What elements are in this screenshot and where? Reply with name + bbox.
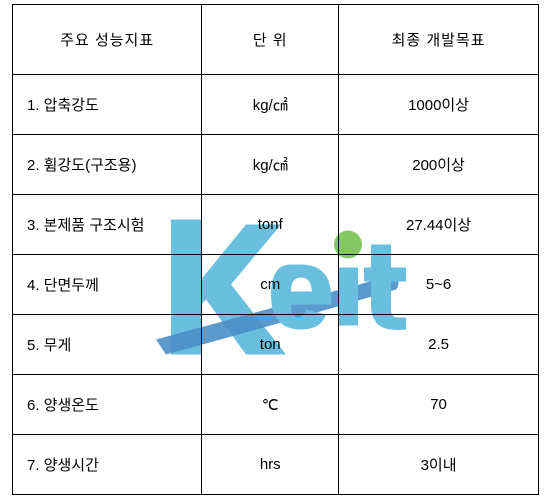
table-row: 4. 단면두께 cm 5~6 [13,255,539,315]
table-row: 1. 압축강도 kg/㎠ 1000이상 [13,75,539,135]
cell-unit: ℃ [202,375,339,435]
spec-table: 주요 성능지표 단 위 최종 개발목표 1. 압축강도 kg/㎠ 1000이상 … [12,4,539,495]
table-row: 2. 휨강도(구조용) kg/㎠ 200이상 [13,135,539,195]
cell-target: 3이내 [339,435,539,495]
header-target: 최종 개발목표 [339,5,539,75]
cell-label: 3. 본제품 구조시험 [13,195,202,255]
table-row: 7. 양생시간 hrs 3이내 [13,435,539,495]
cell-target: 200이상 [339,135,539,195]
cell-label: 1. 압축강도 [13,75,202,135]
cell-label: 5. 무게 [13,315,202,375]
cell-label: 6. 양생온도 [13,375,202,435]
cell-target: 5~6 [339,255,539,315]
header-unit: 단 위 [202,5,339,75]
cell-unit: hrs [202,435,339,495]
cell-label: 2. 휨강도(구조용) [13,135,202,195]
table-header-row: 주요 성능지표 단 위 최종 개발목표 [13,5,539,75]
cell-unit: ton [202,315,339,375]
cell-unit: kg/㎠ [202,135,339,195]
cell-unit: kg/㎠ [202,75,339,135]
cell-unit: cm [202,255,339,315]
table-row: 3. 본제품 구조시험 tonf 27.44이상 [13,195,539,255]
cell-target: 70 [339,375,539,435]
table-row: 6. 양생온도 ℃ 70 [13,375,539,435]
cell-label: 7. 양생시간 [13,435,202,495]
cell-target: 27.44이상 [339,195,539,255]
spec-table-container: 주요 성능지표 단 위 최종 개발목표 1. 압축강도 kg/㎠ 1000이상 … [0,0,551,499]
cell-target: 2.5 [339,315,539,375]
cell-unit: tonf [202,195,339,255]
cell-target: 1000이상 [339,75,539,135]
cell-label: 4. 단면두께 [13,255,202,315]
header-indicator: 주요 성능지표 [13,5,202,75]
table-row: 5. 무게 ton 2.5 [13,315,539,375]
